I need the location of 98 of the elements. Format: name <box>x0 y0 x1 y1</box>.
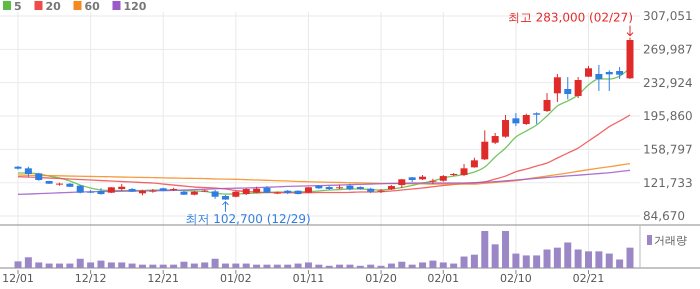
bar <box>170 264 178 268</box>
bar <box>336 264 344 268</box>
legend-label: 60 <box>84 0 100 13</box>
bar <box>367 264 374 268</box>
y-tick-label: 121,733 <box>643 176 693 190</box>
bar <box>450 264 458 268</box>
bar <box>201 262 208 268</box>
bar <box>460 256 468 268</box>
bar <box>419 262 426 268</box>
x-tick-label: 02/10 <box>500 272 532 285</box>
y-tick-label: 269,987 <box>643 42 693 57</box>
candlestick <box>492 132 499 145</box>
candlestick <box>481 130 488 161</box>
bar <box>14 261 22 268</box>
bar <box>554 248 561 268</box>
bar <box>35 262 42 268</box>
bar <box>408 264 416 268</box>
bar <box>585 251 592 268</box>
bar <box>56 264 63 268</box>
bar <box>138 264 146 268</box>
candlestick <box>502 114 510 138</box>
bar <box>502 231 510 268</box>
bar <box>232 264 240 268</box>
candlestick <box>460 164 468 177</box>
x-tick-label: 01/20 <box>365 272 397 285</box>
candlestick <box>544 92 551 113</box>
bar <box>492 244 499 268</box>
bar <box>544 250 551 268</box>
bar <box>284 264 292 268</box>
candlestick <box>512 112 520 127</box>
candlestick <box>585 65 592 78</box>
bar <box>253 264 260 268</box>
candlestick <box>616 66 624 80</box>
y-tick-label: 84,670 <box>643 209 685 224</box>
bar <box>108 262 115 268</box>
y-tick-label: 158,797 <box>643 142 693 157</box>
bar <box>274 264 281 268</box>
legend-label: 5 <box>14 0 22 13</box>
x-tick-label: 12/01 <box>2 272 34 285</box>
bar <box>388 264 395 268</box>
candlestick <box>24 166 32 178</box>
bar <box>481 231 488 268</box>
x-tick-label: 12/21 <box>147 272 180 285</box>
bar <box>440 262 447 268</box>
bar <box>66 264 74 268</box>
candlestick <box>574 76 582 98</box>
bar <box>263 264 270 268</box>
legend-label: 120 <box>124 0 147 13</box>
bar <box>222 264 229 268</box>
bar <box>24 257 32 268</box>
bar <box>533 255 540 268</box>
bar <box>470 254 478 268</box>
bar <box>522 255 530 268</box>
y-tick-label: 307,051 <box>643 9 693 24</box>
bar <box>398 262 406 268</box>
bar <box>76 258 84 268</box>
bar <box>160 264 167 268</box>
bar <box>46 264 53 268</box>
line-series <box>17 163 631 185</box>
line-series <box>17 114 631 194</box>
bar <box>149 264 156 268</box>
x-tick-label: 01/11 <box>292 272 324 285</box>
bar <box>346 264 354 268</box>
bar <box>190 264 198 268</box>
bar <box>87 262 94 268</box>
x-tick-label: 12/12 <box>74 272 106 285</box>
line-series <box>17 170 631 195</box>
candlestick <box>564 76 572 100</box>
x-tick-label: 01/02 <box>220 272 252 285</box>
y-tick-label: 195,860 <box>643 109 693 124</box>
bar <box>212 258 219 268</box>
annotation: 최고 283,000 (02/27) <box>508 10 633 25</box>
bar <box>574 250 582 268</box>
bar <box>429 260 436 268</box>
x-tick-label: 02/01 <box>427 272 460 285</box>
bar <box>315 264 322 268</box>
candlestick <box>554 73 561 103</box>
bar <box>128 264 136 268</box>
bar <box>180 262 188 268</box>
candlestick <box>606 70 613 92</box>
bar <box>564 242 572 268</box>
bar <box>118 262 126 268</box>
bar <box>616 259 624 268</box>
annotation: 최저 102,700 (12/29) <box>185 212 311 226</box>
x-tick-label: 02/21 <box>572 272 604 285</box>
bar <box>606 254 613 268</box>
y-tick-label: 232,924 <box>643 76 693 90</box>
bar <box>242 264 250 268</box>
bar <box>304 262 312 268</box>
candlestick <box>522 113 530 126</box>
bar <box>294 264 302 268</box>
legend-label: 거래량 <box>654 234 687 247</box>
bar <box>97 260 104 268</box>
bar <box>595 251 602 268</box>
bar <box>512 254 520 268</box>
bar <box>626 248 634 268</box>
candlestick <box>595 64 602 92</box>
legend-label: 20 <box>46 0 62 13</box>
